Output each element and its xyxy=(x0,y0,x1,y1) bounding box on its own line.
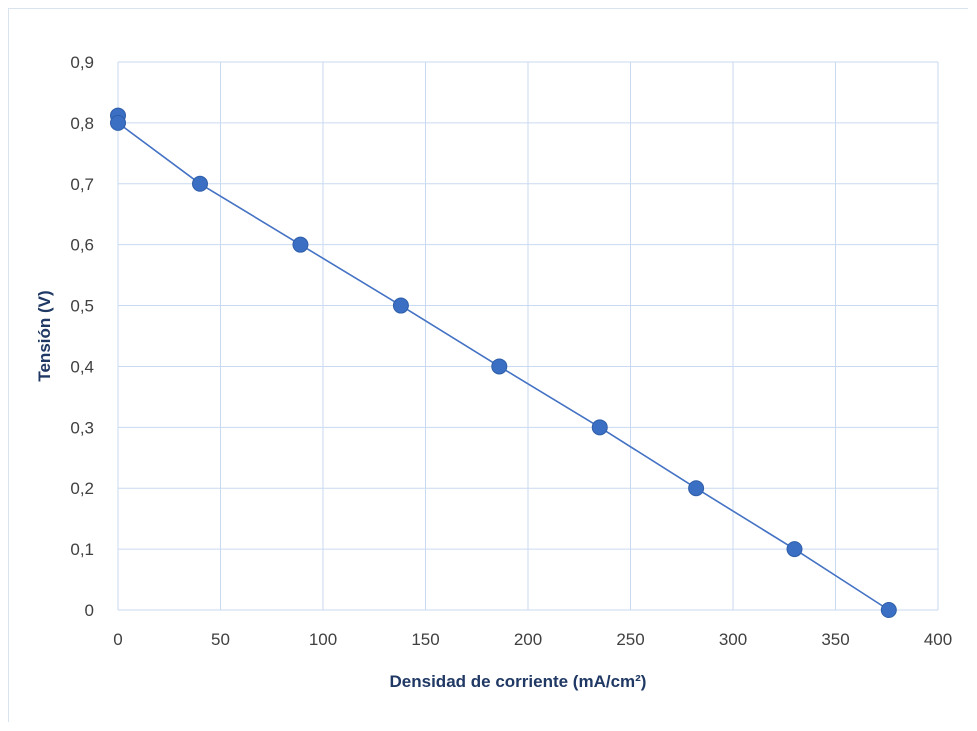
y-tick-label: 0,7 xyxy=(70,175,94,194)
series-line xyxy=(117,115,890,611)
chart-frame xyxy=(8,8,968,722)
x-tick-label: 100 xyxy=(309,630,337,649)
data-point xyxy=(786,541,803,558)
y-tick-label: 0,1 xyxy=(70,540,94,559)
y-axis-title: Tensión (V) xyxy=(35,290,54,381)
y-tick-label: 0,3 xyxy=(70,418,94,437)
y-tick-label: 0,9 xyxy=(70,53,94,72)
x-tick-label: 200 xyxy=(514,630,542,649)
data-point xyxy=(491,358,508,375)
x-tick-label: 250 xyxy=(616,630,644,649)
data-point xyxy=(192,175,208,192)
x-tick-label: 400 xyxy=(924,630,952,649)
x-tick-label: 50 xyxy=(211,630,230,649)
y-tick-label: 0,4 xyxy=(70,357,94,376)
y-tick-label: 0,6 xyxy=(70,236,94,255)
x-tick-label: 0 xyxy=(113,630,122,649)
x-tick-label: 150 xyxy=(411,630,439,649)
data-point xyxy=(688,480,705,497)
y-axis-tick-labels: 0 0,1 0,2 0,3 0,4 0,5 0,6 0,7 0,8 0,9 xyxy=(70,53,94,620)
y-tick-label: 0,8 xyxy=(70,114,94,133)
y-tick-label: 0,5 xyxy=(70,297,94,316)
data-point xyxy=(110,114,126,131)
data-point xyxy=(292,236,309,253)
series-layer xyxy=(110,107,897,618)
data-point xyxy=(880,602,897,618)
data-point xyxy=(591,419,608,436)
x-tick-label: 350 xyxy=(821,630,849,649)
y-tick-label: 0,2 xyxy=(70,479,94,498)
y-tick-label: 0 xyxy=(85,601,94,620)
x-axis-title: Densidad de corriente (mA/cm²) xyxy=(390,672,647,691)
x-tick-label: 300 xyxy=(719,630,747,649)
grid xyxy=(117,61,939,611)
x-axis-tick-labels: 0 50 100 150 200 250 300 350 400 xyxy=(113,630,952,649)
data-point xyxy=(392,297,409,314)
